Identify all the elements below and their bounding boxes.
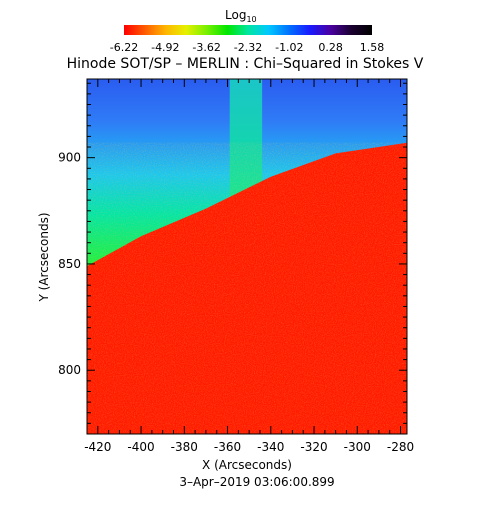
x-tick-label: -420 xyxy=(84,440,111,454)
on-disk-texture xyxy=(87,142,407,434)
colorbar-ticks: -6.22 -4.92 -3.62 -2.32 -1.02 0.28 1.58 xyxy=(110,41,384,54)
colorbar-gradient xyxy=(124,25,372,35)
colorbar-tick-label: -2.32 xyxy=(234,41,262,54)
colorbar: Log10 -6.22 -4.92 -3.62 -2.32 -1.02 0.28 1.58 xyxy=(110,8,384,54)
x-tick-label: -360 xyxy=(214,440,241,454)
colorbar-tick-label: -1.02 xyxy=(275,41,303,54)
colorbar-tick-label: -4.92 xyxy=(151,41,179,54)
x-tick-label: -340 xyxy=(257,440,284,454)
y-axis: 800 850 900 xyxy=(58,82,407,424)
colorbar-tick-label: 1.58 xyxy=(360,41,385,54)
x-tick-label: -400 xyxy=(127,440,154,454)
plot-area xyxy=(87,79,407,434)
colorbar-tick-label: 0.28 xyxy=(318,41,343,54)
chart-title: Hinode SOT/SP – MERLIN : Chi–Squared in … xyxy=(67,56,424,72)
y-tick-label: 900 xyxy=(58,151,81,165)
y-tick-label: 800 xyxy=(58,363,81,377)
colorbar-tick-label: -3.62 xyxy=(192,41,220,54)
y-tick-label: 850 xyxy=(58,257,81,271)
colorbar-label: Log10 xyxy=(225,8,257,24)
x-axis: -420 -400 -380 -360 -340 -320 -300 -280 xyxy=(84,79,414,454)
plot-frame xyxy=(86,78,408,435)
chart-subtitle: 3–Apr–2019 03:06:00.899 xyxy=(179,475,334,489)
y-axis-label: Y (Arcseconds) xyxy=(37,212,51,302)
x-axis-label: X (Arcseconds) xyxy=(202,458,292,472)
x-tick-label: -300 xyxy=(344,440,371,454)
x-tick-label: -380 xyxy=(171,440,198,454)
x-tick-label: -280 xyxy=(387,440,414,454)
colorbar-tick-label: -6.22 xyxy=(110,41,138,54)
x-tick-label: -320 xyxy=(300,440,327,454)
